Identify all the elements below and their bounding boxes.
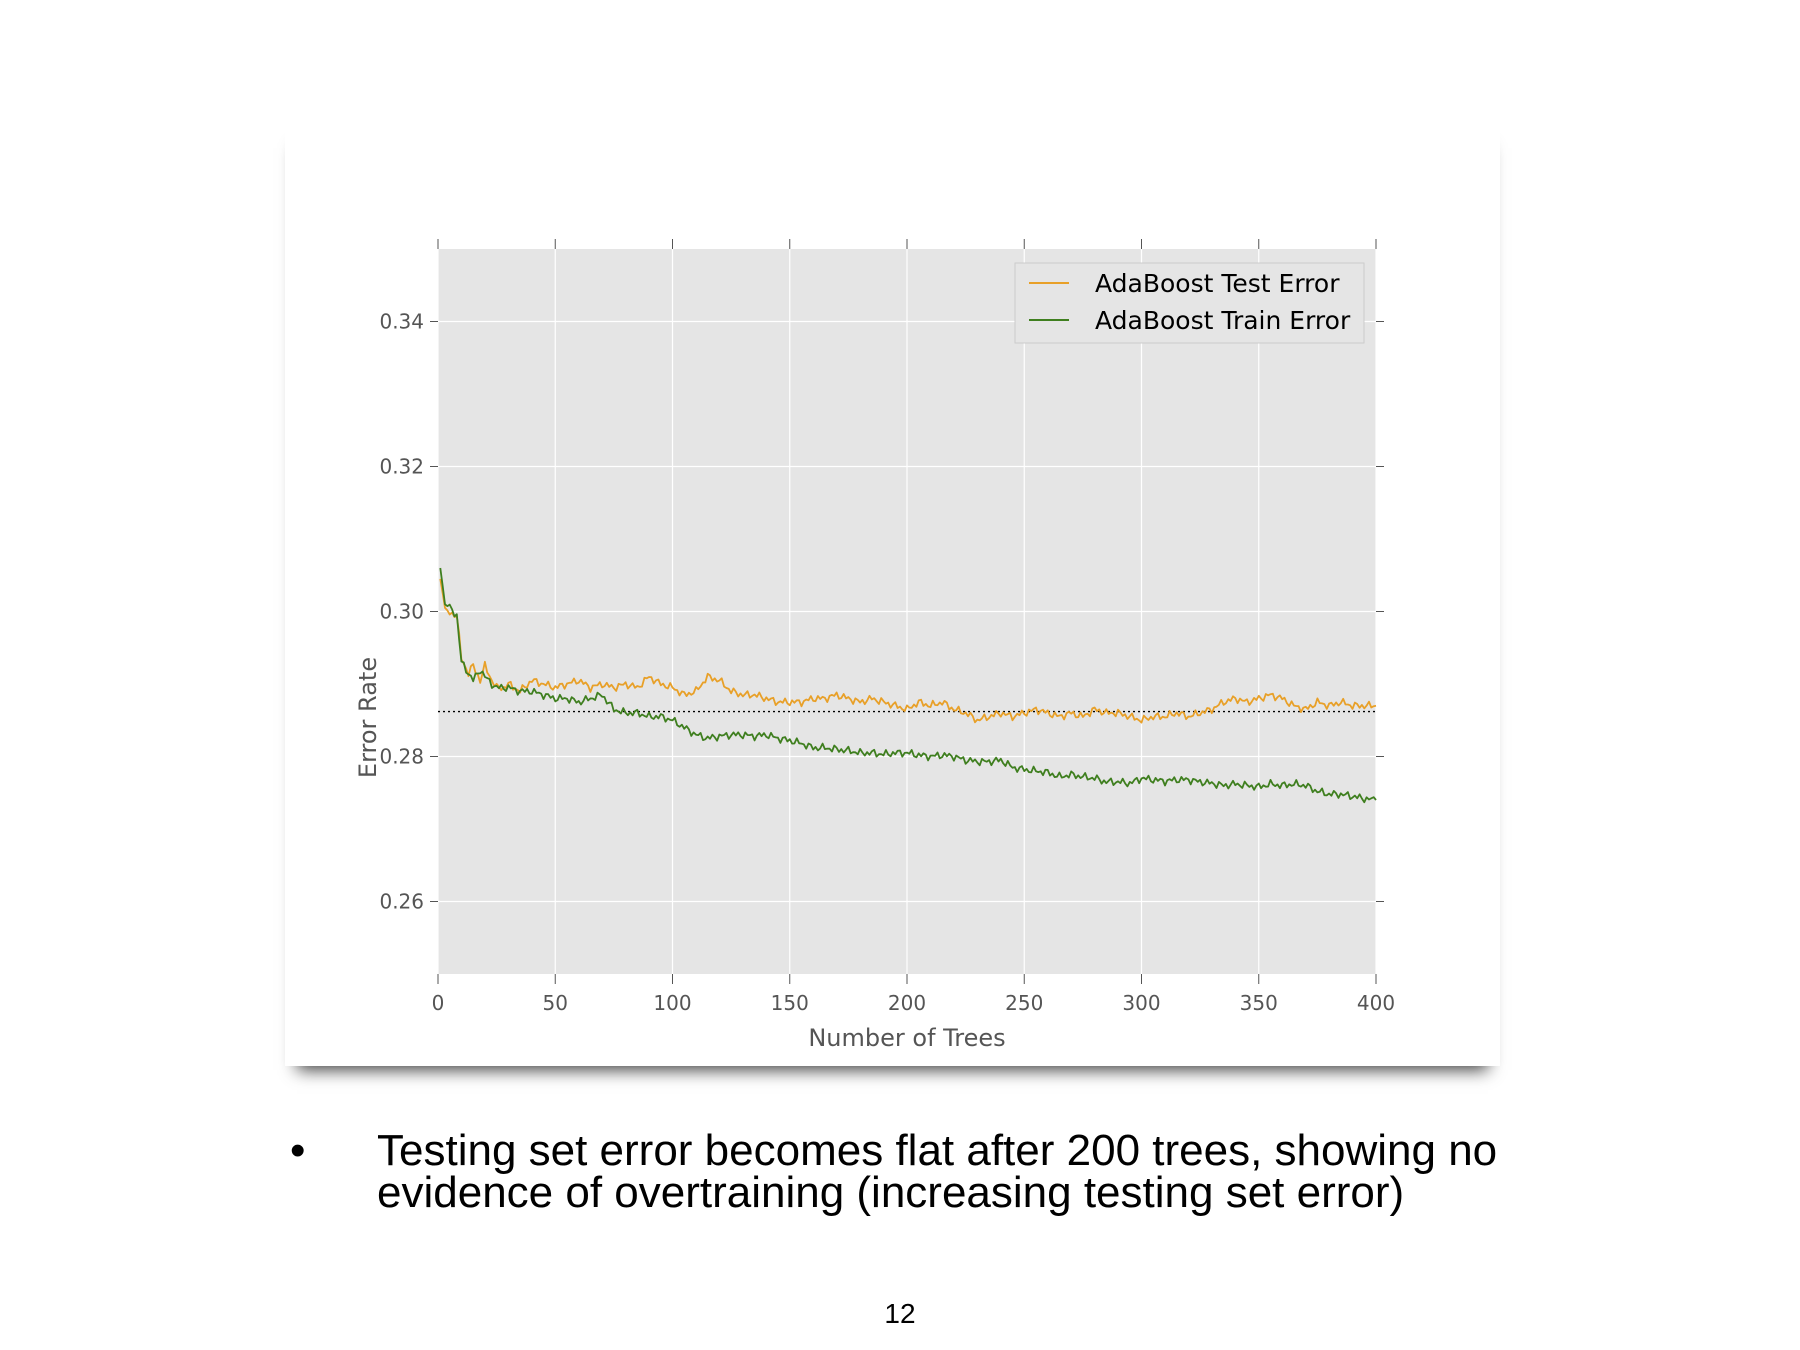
x-tick-label: 300 — [1122, 991, 1160, 1015]
y-axis-title: Error Rate — [354, 657, 382, 778]
axis-ticks — [430, 239, 1384, 984]
y-tick-label: 0.32 — [379, 455, 424, 479]
y-tick-label: 0.30 — [379, 600, 424, 624]
x-axis-title: Number of Trees — [808, 1024, 1005, 1052]
legend-label: AdaBoost Train Error — [1095, 306, 1351, 335]
x-tick-label: 400 — [1357, 991, 1395, 1015]
x-tick-label: 350 — [1240, 991, 1278, 1015]
x-tick-label: 150 — [771, 991, 809, 1015]
x-tick-label: 50 — [543, 991, 568, 1015]
y-tick-label: 0.28 — [379, 745, 424, 769]
bullet-symbol: • — [290, 1126, 306, 1175]
legend-box — [1014, 262, 1365, 344]
x-tick-label: 0 — [432, 991, 445, 1015]
series-lines — [439, 567, 1377, 804]
y-tick-label: 0.26 — [379, 890, 424, 914]
page-number: 12 — [884, 1298, 916, 1329]
x-tick-label: 250 — [1005, 991, 1043, 1015]
x-tick-label: 100 — [653, 991, 691, 1015]
legend-label: AdaBoost Test Error — [1095, 269, 1340, 298]
bullet-text: Testing set error becomes flat after 200… — [377, 1126, 1498, 1217]
grid-lines — [437, 249, 1377, 974]
series-line — [439, 567, 1377, 804]
legend: AdaBoost Test Error AdaBoost Train Error — [1014, 262, 1365, 344]
series-line — [439, 578, 1377, 724]
tick-labels: 0 50 100 150 200 250 300 350 400 0.26 0.28 0.30 0.32… — [379, 310, 1395, 1016]
x-tick-label: 200 — [888, 991, 926, 1015]
y-tick-label: 0.34 — [379, 310, 424, 334]
